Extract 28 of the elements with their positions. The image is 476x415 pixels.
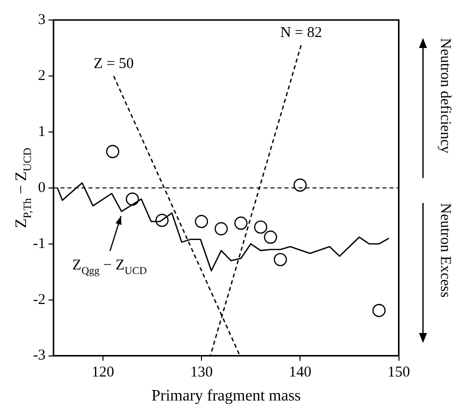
y-tick-label: 2: [38, 68, 46, 84]
point: [274, 252, 287, 266]
point: [372, 304, 386, 318]
point: [294, 178, 307, 192]
x-tick-label: 150: [388, 364, 410, 381]
point: [126, 192, 140, 206]
annotation: N = 82: [280, 25, 322, 42]
y-axis-title: ZP,Th − ZUCD: [13, 148, 34, 228]
point: [106, 144, 120, 158]
y-tick-label: 0: [38, 180, 46, 196]
y-tick-label: -2: [32, 292, 46, 308]
point: [214, 222, 228, 236]
y-tick-label: 1: [38, 124, 46, 140]
point: [234, 216, 248, 230]
point: [155, 214, 169, 227]
annotation: Z = 50: [94, 56, 134, 72]
x-axis-title: Primary fragment mass: [151, 388, 301, 405]
x-tick-label: 130: [190, 364, 213, 381]
text: Neutron Excess: [436, 203, 453, 298]
y-tick-label: 3: [38, 12, 46, 28]
y-tick-label: -1: [32, 236, 46, 252]
y-tick-label: -3: [32, 348, 46, 364]
x-tick-label: 140: [288, 364, 312, 381]
point: [254, 220, 268, 234]
point: [264, 230, 278, 244]
text: Neutron deficiency: [436, 38, 453, 154]
x-tick-label: 120: [92, 364, 114, 381]
point: [194, 214, 208, 228]
